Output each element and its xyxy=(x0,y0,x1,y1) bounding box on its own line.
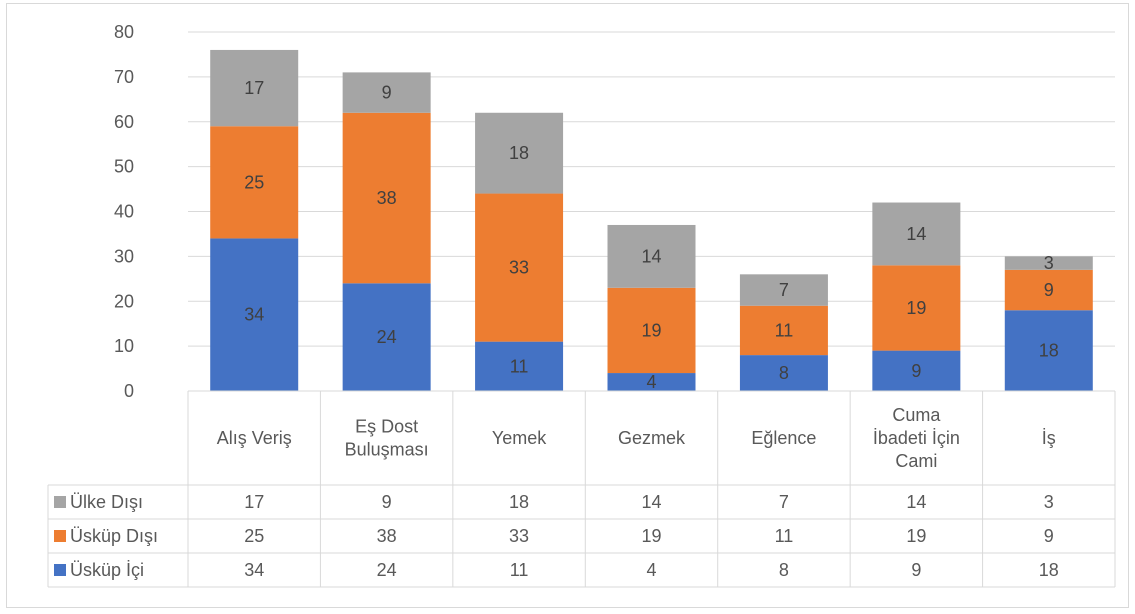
bar-segment xyxy=(872,202,961,266)
bar-segment xyxy=(1004,310,1093,391)
data-label: 25 xyxy=(244,172,264,192)
table-cell: 18 xyxy=(1039,560,1059,580)
table-cell: 33 xyxy=(509,526,529,546)
table-cell: 9 xyxy=(911,560,921,580)
legend-key xyxy=(54,564,66,576)
category-label: Eğlence xyxy=(751,428,816,448)
y-tick-label: 60 xyxy=(114,112,134,132)
bar-segment xyxy=(342,112,431,284)
table-cell: 7 xyxy=(779,492,789,512)
table-cell: 19 xyxy=(906,526,926,546)
data-label: 11 xyxy=(510,356,529,376)
category-label: Alış Veriş xyxy=(217,428,292,448)
table-cell: 34 xyxy=(244,560,264,580)
y-tick-label: 10 xyxy=(114,336,134,356)
legend-entry: Üsküp Dışı xyxy=(70,526,158,546)
bar-segment xyxy=(872,265,961,351)
category-label: İbadeti İçin xyxy=(873,428,960,448)
table-cell: 11 xyxy=(775,526,794,546)
y-tick-label: 0 xyxy=(124,381,134,401)
legend-entry: Üsküp İçi xyxy=(70,560,144,580)
bar-segment xyxy=(210,126,299,239)
bar-segment xyxy=(739,355,828,391)
table-cell: 9 xyxy=(1044,526,1054,546)
table-cell: 11 xyxy=(510,560,529,580)
bar-segment xyxy=(1004,269,1093,311)
data-label: 11 xyxy=(775,320,794,340)
category-label: Eş Dost xyxy=(355,417,418,437)
data-label: 17 xyxy=(244,78,264,98)
y-tick-label: 50 xyxy=(114,157,134,177)
category-label: Cuma xyxy=(892,405,941,425)
category-label: Cami xyxy=(895,451,937,471)
category-label: Gezmek xyxy=(618,428,686,448)
bar-segment xyxy=(342,72,431,113)
legend-key xyxy=(54,530,66,542)
data-label: 3 xyxy=(1044,253,1054,273)
data-label: 14 xyxy=(641,246,661,266)
data-label: 34 xyxy=(244,305,264,325)
table-cell: 19 xyxy=(641,526,661,546)
category-label: İş xyxy=(1042,428,1056,448)
y-tick-label: 80 xyxy=(114,22,134,42)
bar-segment xyxy=(607,373,696,391)
data-label: 19 xyxy=(641,320,661,340)
category-label: Buluşması xyxy=(345,440,429,460)
table-cell: 25 xyxy=(244,526,264,546)
table-cell: 3 xyxy=(1044,492,1054,512)
data-label: 4 xyxy=(646,372,656,392)
legend-entry: Ülke Dışı xyxy=(70,492,143,512)
data-label: 9 xyxy=(1044,280,1054,300)
y-tick-label: 30 xyxy=(114,246,134,266)
y-tick-label: 40 xyxy=(114,202,134,222)
data-label: 9 xyxy=(911,361,921,381)
data-label: 18 xyxy=(509,143,529,163)
bar-segment xyxy=(1004,256,1093,270)
data-label: 14 xyxy=(906,224,926,244)
table-cell: 17 xyxy=(244,492,264,512)
y-tick-label: 70 xyxy=(114,67,134,87)
bar-segment xyxy=(872,350,961,391)
data-label: 38 xyxy=(377,188,397,208)
bar-segment xyxy=(210,49,299,127)
data-label: 33 xyxy=(509,258,529,278)
bar-segment xyxy=(475,341,564,391)
data-label: 24 xyxy=(377,327,397,347)
table-cell: 9 xyxy=(382,492,392,512)
table-cell: 14 xyxy=(641,492,661,512)
bar-segment xyxy=(739,274,828,306)
category-label: Yemek xyxy=(492,428,547,448)
data-label: 19 xyxy=(906,298,926,318)
bar-segment xyxy=(342,283,431,391)
bar-segment xyxy=(475,112,564,194)
table-cell: 4 xyxy=(646,560,656,580)
table-cell: 18 xyxy=(509,492,529,512)
data-label: 7 xyxy=(779,280,789,300)
bar-segment xyxy=(739,305,828,356)
bar-segment xyxy=(607,224,696,288)
table-cell: 24 xyxy=(377,560,397,580)
table-cell: 8 xyxy=(779,560,789,580)
bar-segment xyxy=(607,287,696,374)
data-label: 9 xyxy=(382,83,392,103)
legend-key xyxy=(54,496,66,508)
data-label: 8 xyxy=(779,363,789,383)
y-tick-label: 20 xyxy=(114,291,134,311)
bar-segment xyxy=(475,193,564,342)
table-cell: 14 xyxy=(906,492,926,512)
data-label: 18 xyxy=(1039,341,1059,361)
bar-segment xyxy=(210,238,299,391)
table-cell: 38 xyxy=(377,526,397,546)
